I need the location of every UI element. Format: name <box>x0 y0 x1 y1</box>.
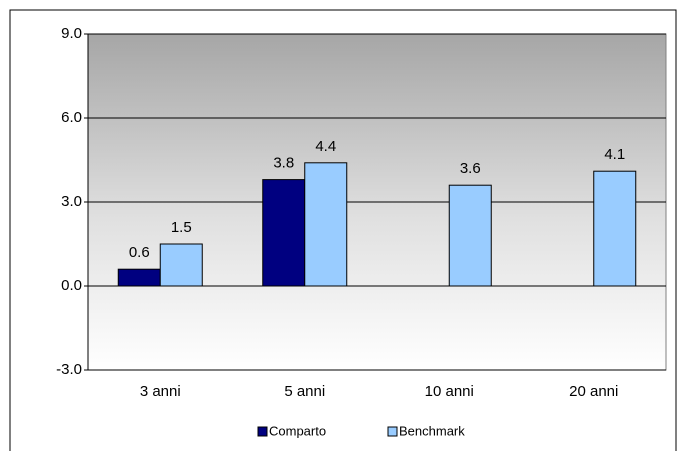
y-tick-label: 6.0 <box>61 109 82 126</box>
data-label: 3.6 <box>460 160 481 177</box>
y-tick-label: 0.0 <box>61 277 82 294</box>
y-tick-label: 3.0 <box>61 193 82 210</box>
x-tick-label: 10 anni <box>425 383 474 400</box>
y-tick-label: 9.0 <box>61 25 82 42</box>
legend-swatch <box>387 426 398 437</box>
data-label: 1.5 <box>171 219 192 236</box>
bar <box>304 162 348 287</box>
legend-swatch <box>257 426 268 437</box>
x-tick-label: 5 anni <box>284 383 325 400</box>
bar <box>593 170 637 287</box>
data-label: 4.1 <box>604 146 625 163</box>
legend-label: Comparto <box>269 423 326 438</box>
data-label: 4.4 <box>315 138 336 155</box>
data-label: 3.8 <box>273 155 294 172</box>
bar <box>117 268 161 287</box>
bar <box>262 179 306 287</box>
legend-label: Benchmark <box>399 423 465 438</box>
frame <box>9 9 677 451</box>
x-tick-label: 20 anni <box>569 383 618 400</box>
data-label: 0.6 <box>129 244 150 261</box>
bar <box>448 184 492 287</box>
y-tick-label: -3.0 <box>56 361 82 378</box>
x-tick-label: 3 anni <box>140 383 181 400</box>
bar <box>159 243 203 287</box>
